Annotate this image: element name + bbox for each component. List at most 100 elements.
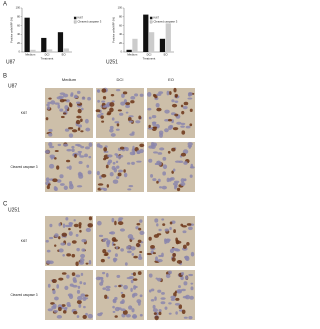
- cell: [62, 93, 69, 98]
- cell: [96, 170, 100, 176]
- cell: [126, 250, 132, 254]
- cell: [50, 302, 55, 305]
- y-tick-label: 60: [119, 23, 122, 27]
- cell: [154, 315, 159, 321]
- cell: [138, 227, 142, 231]
- cell: [175, 248, 181, 252]
- cell: [84, 146, 90, 150]
- cell: [46, 249, 51, 253]
- cell: [84, 297, 89, 300]
- cell: [124, 262, 128, 266]
- cell: [80, 118, 83, 122]
- cell: [103, 157, 107, 161]
- cell: [125, 104, 130, 109]
- cell: [78, 303, 82, 308]
- y-axis-label: Positive cells/HPF (%): [10, 17, 14, 43]
- cell: [157, 178, 161, 183]
- cell: [138, 253, 142, 258]
- cell: [172, 127, 179, 131]
- cell: [156, 107, 162, 112]
- cell: [68, 133, 74, 138]
- cell: [85, 262, 89, 265]
- cell: [129, 133, 135, 136]
- cell: [111, 117, 115, 121]
- cell: [180, 152, 187, 157]
- cell: [76, 185, 83, 188]
- cell: [135, 242, 141, 248]
- cell: [84, 118, 89, 124]
- row-label: Cleaved caspase 3: [10, 165, 37, 169]
- cell: [54, 296, 59, 301]
- cell: [76, 90, 81, 95]
- cell: [102, 249, 107, 254]
- cell: [151, 115, 157, 119]
- cell: [64, 285, 69, 290]
- row-label: Ki67: [21, 111, 28, 115]
- cell: [172, 182, 179, 186]
- cell: [77, 150, 83, 153]
- cell: [188, 91, 193, 97]
- cell: [175, 237, 178, 242]
- cell: [81, 238, 87, 243]
- cell: [71, 253, 76, 258]
- cell: [123, 172, 128, 178]
- cell: [159, 186, 162, 189]
- cell: [103, 187, 108, 191]
- cell: [64, 128, 70, 132]
- cell: [130, 279, 134, 284]
- cell: [150, 299, 155, 302]
- cell: [76, 101, 81, 104]
- cell: [171, 257, 176, 262]
- cell: [147, 92, 152, 97]
- cell: [105, 272, 109, 278]
- cell: [100, 258, 105, 263]
- cell: [62, 223, 66, 228]
- cell: [107, 249, 112, 253]
- cell: [54, 150, 59, 153]
- cell: [181, 271, 185, 276]
- cell: [181, 288, 186, 292]
- cell: [71, 129, 78, 133]
- cell: [84, 153, 88, 158]
- cell: [115, 246, 119, 249]
- cell: [73, 223, 79, 228]
- cell: [126, 276, 133, 280]
- cell: [166, 177, 170, 183]
- cell: [128, 185, 134, 188]
- cell: [66, 274, 70, 279]
- cell: [103, 237, 109, 241]
- cell: [168, 302, 172, 305]
- cell: [171, 99, 175, 103]
- cell: [164, 128, 169, 133]
- cell: [120, 101, 126, 106]
- cell: [175, 240, 182, 244]
- cell: [133, 255, 138, 259]
- cell: [127, 188, 132, 191]
- cell: [120, 248, 124, 252]
- cell: [78, 260, 85, 265]
- cell: [175, 311, 178, 315]
- y-tick-label: 0: [121, 50, 123, 54]
- cell: [188, 273, 194, 277]
- cell: [68, 224, 73, 227]
- cell: [100, 115, 104, 119]
- cell: [174, 113, 179, 117]
- y-tick-label: 80: [17, 14, 20, 18]
- cell: [131, 252, 135, 256]
- cell: [56, 165, 60, 170]
- cell: [88, 155, 92, 159]
- cell: [119, 112, 124, 116]
- cell: [66, 166, 70, 169]
- cell: [111, 217, 115, 223]
- cell: [154, 218, 159, 223]
- cell: [60, 115, 65, 119]
- cell: [68, 127, 74, 130]
- cell: [183, 178, 187, 181]
- cell: [61, 232, 68, 237]
- cell: [107, 256, 111, 259]
- cell: [139, 219, 143, 223]
- x-tick-label: DCI: [45, 53, 50, 57]
- bar: [149, 32, 155, 52]
- cell: [148, 116, 152, 120]
- cell: [71, 272, 76, 276]
